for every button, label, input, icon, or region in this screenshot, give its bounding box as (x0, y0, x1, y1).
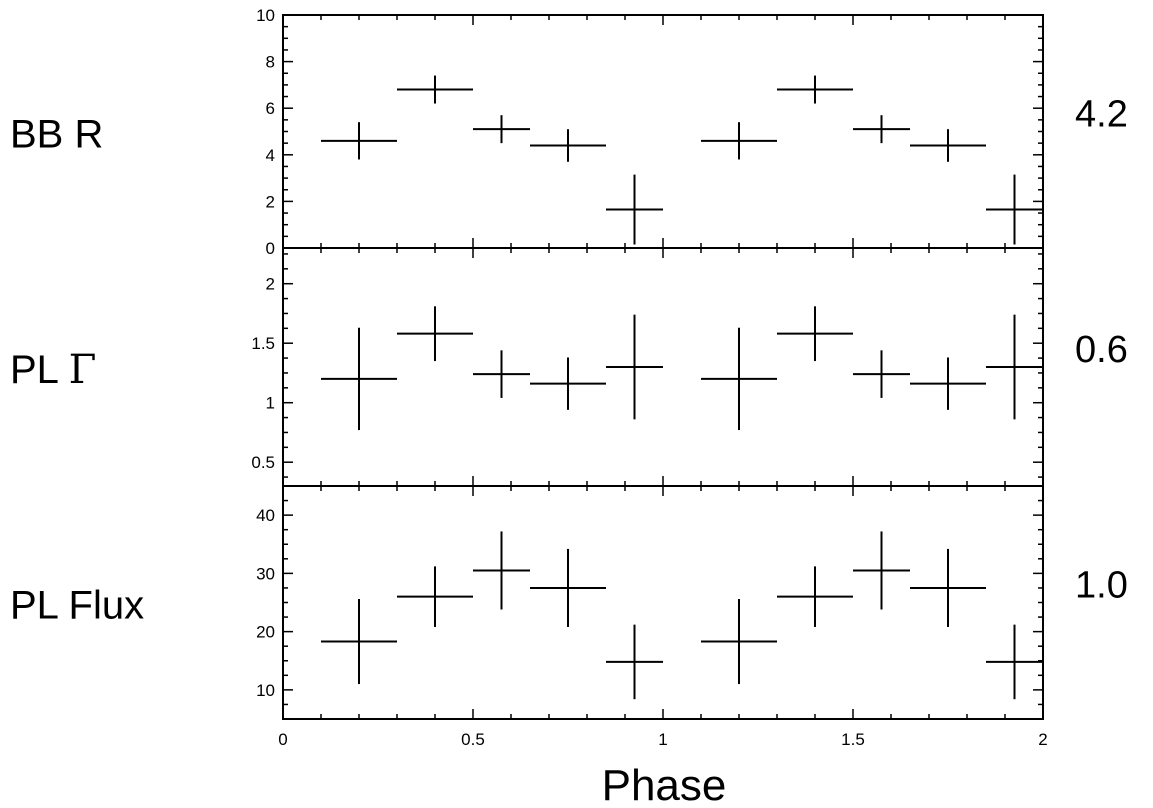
y-tick-label: 2 (266, 275, 275, 294)
panel-1: 0.5 1 1.5 2 PL Γ 0.6 (10, 247, 1128, 487)
panel-0-frame (282, 14, 1044, 249)
data-point (910, 357, 986, 410)
data-point (910, 548, 986, 627)
data-point (321, 122, 397, 160)
data-point (606, 174, 663, 245)
data-point (530, 129, 606, 162)
y-tick-label: 40 (256, 506, 275, 525)
y-tick-label: 1.5 (251, 334, 275, 353)
data-point (397, 566, 473, 627)
x-axis-title: Phase (602, 761, 727, 808)
data-point (701, 599, 777, 685)
panel-2-label: PL Flux (10, 584, 144, 628)
data-point (777, 566, 853, 627)
data-point (397, 75, 473, 104)
panel-2: 10 20 30 40 PL Flux 1.0 (10, 485, 1128, 720)
data-point (701, 122, 777, 160)
data-point (321, 599, 397, 685)
panel-1-value: 0.6 (1075, 329, 1128, 371)
data-point (397, 306, 473, 362)
data-point (986, 314, 1043, 420)
data-point (701, 327, 777, 431)
data-point (986, 624, 1043, 700)
y-tick-label: 0.5 (251, 453, 275, 472)
data-point (473, 350, 530, 398)
y-tick-label: 1 (266, 394, 275, 413)
data-point (606, 314, 663, 420)
data-point (530, 548, 606, 627)
data-point (853, 350, 910, 398)
data-point (853, 115, 910, 144)
data-point (473, 531, 530, 610)
data-point (606, 624, 663, 700)
data-point (853, 531, 910, 610)
y-tick-label: 6 (266, 99, 275, 118)
y-tick-label: 10 (256, 681, 275, 700)
data-point (910, 129, 986, 162)
data-point (530, 357, 606, 410)
y-tick-label: 30 (256, 564, 275, 583)
panel-2-frame (282, 485, 1044, 720)
panel-0-value: 4.2 (1075, 94, 1128, 136)
y-tick-label: 4 (266, 146, 275, 165)
y-tick-label: 10 (256, 6, 275, 25)
data-point (777, 75, 853, 104)
data-point (321, 327, 397, 431)
y-tick-label: 20 (256, 623, 275, 642)
x-tick-label: 2 (1038, 730, 1047, 749)
data-point (777, 306, 853, 362)
panel-1-label: PL Γ (10, 347, 96, 393)
panel-0: 0 2 4 6 8 10 BB R 4.2 (10, 6, 1128, 258)
panel-0-label: BB R (10, 113, 103, 157)
data-point (473, 115, 530, 144)
y-tick-label: 0 (266, 239, 275, 258)
x-tick-label: 1 (658, 730, 667, 749)
y-tick-label: 8 (266, 53, 275, 72)
x-tick-label: 0 (278, 730, 287, 749)
x-tick-label: 0.5 (461, 730, 485, 749)
y-tick-label: 2 (266, 192, 275, 211)
panel-2-value: 1.0 (1075, 565, 1128, 607)
x-tick-label: 1.5 (841, 730, 865, 749)
data-point (986, 174, 1043, 245)
